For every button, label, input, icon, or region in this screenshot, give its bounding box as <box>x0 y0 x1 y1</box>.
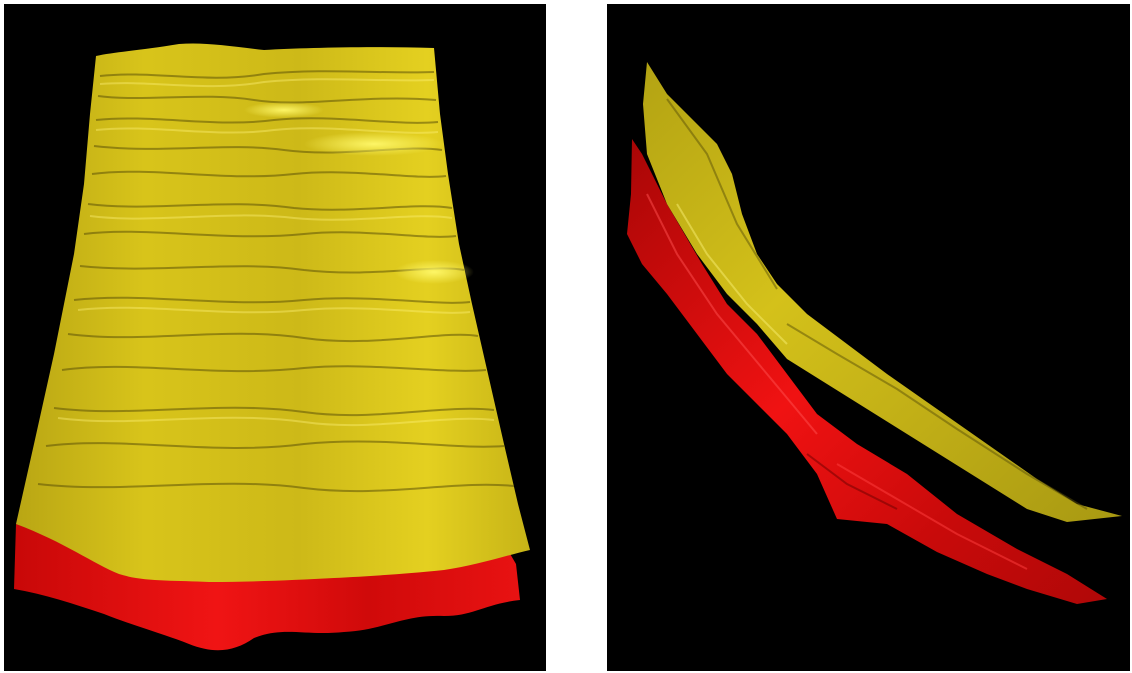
side-view-render <box>627 62 1122 604</box>
front-view-render <box>14 43 530 651</box>
side-view-panel <box>607 4 1130 671</box>
surface-ridges <box>37 70 515 493</box>
front-view-panel <box>4 4 546 671</box>
upper-surface <box>16 43 530 583</box>
lower-surface <box>627 139 1107 604</box>
upper-surface <box>643 62 1122 522</box>
